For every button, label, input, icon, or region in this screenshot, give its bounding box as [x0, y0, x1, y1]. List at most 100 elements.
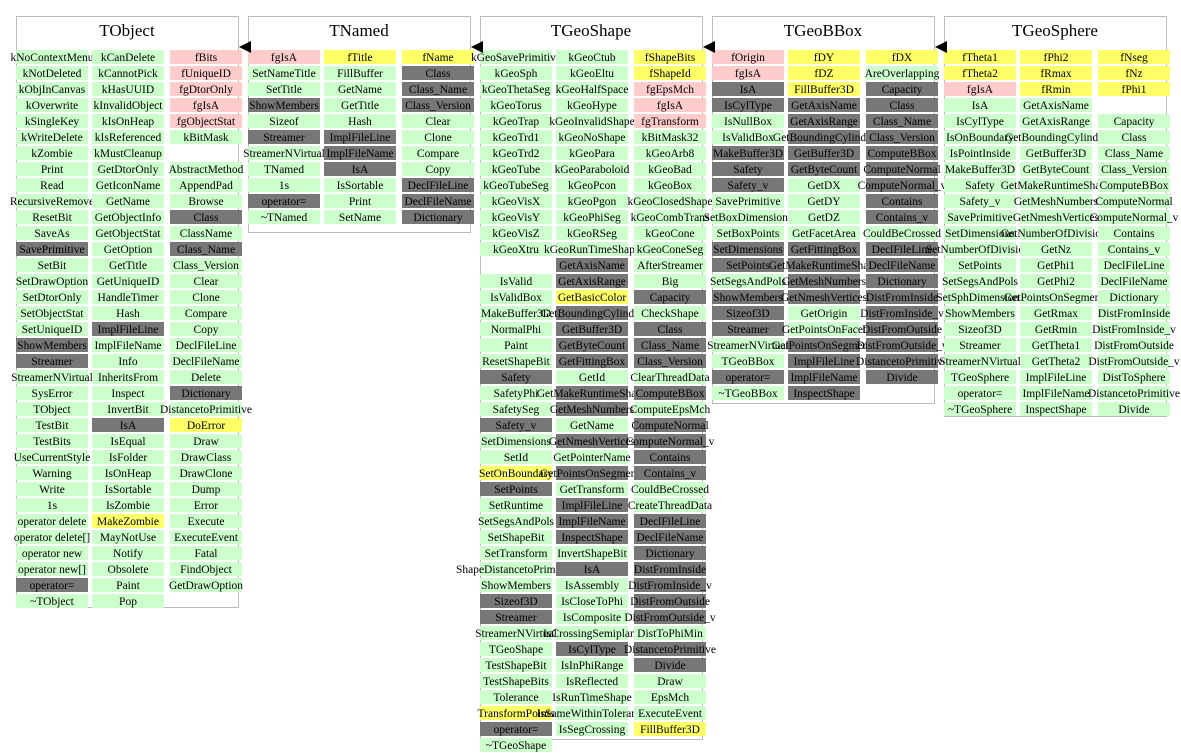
member-cell[interactable]: SetNameTitle: [248, 66, 320, 80]
member-cell[interactable]: InspectShape: [556, 530, 628, 544]
member-cell[interactable]: Contains: [634, 450, 706, 464]
member-cell[interactable]: IsNullBox: [712, 114, 784, 128]
member-cell[interactable]: ImplFileLine: [1020, 370, 1092, 384]
member-cell[interactable]: GetFittingBox: [788, 242, 860, 256]
member-cell[interactable]: GetPointsOnSegments: [540, 466, 645, 480]
member-cell[interactable]: DistancetoPrimitive: [624, 642, 716, 656]
member-cell[interactable]: DistFromOutside: [862, 322, 942, 336]
member-cell[interactable]: kBitMask: [170, 130, 242, 144]
member-cell[interactable]: Class_Version: [402, 98, 474, 112]
member-cell[interactable]: Compare: [402, 146, 474, 160]
member-cell[interactable]: ComputeNormal_v: [626, 434, 715, 448]
member-cell[interactable]: IsSegCrossing: [556, 722, 628, 736]
member-cell[interactable]: kGeoHalfSpace: [556, 82, 629, 96]
member-cell[interactable]: ClearThreadData: [630, 370, 710, 384]
member-cell[interactable]: DistFromInside: [866, 290, 938, 304]
member-cell[interactable]: GetNmeshVertices: [549, 434, 636, 448]
member-cell[interactable]: Clear: [170, 274, 242, 288]
member-cell[interactable]: fgObjectStat: [170, 114, 242, 128]
member-cell[interactable]: operator=: [16, 578, 88, 592]
member-cell[interactable]: TGeoSphere: [944, 370, 1016, 384]
member-cell[interactable]: Safety: [944, 178, 1016, 192]
member-cell[interactable]: SetBoxPoints: [712, 226, 784, 240]
member-cell[interactable]: DistToSphere: [1098, 370, 1170, 384]
member-cell[interactable]: Class_Version: [866, 130, 938, 144]
member-cell[interactable]: Safety_v: [480, 418, 552, 432]
member-cell[interactable]: Capacity: [634, 290, 706, 304]
member-cell[interactable]: kGeoCone: [634, 226, 706, 240]
member-cell[interactable]: StreamerNVirtual: [707, 338, 789, 352]
member-cell[interactable]: Sizeof3D: [944, 322, 1016, 336]
member-cell[interactable]: DistToPhiMin: [634, 626, 706, 640]
member-cell[interactable]: GetNmeshVertices: [1013, 210, 1100, 224]
member-cell[interactable]: GetIconName: [92, 178, 164, 192]
member-cell[interactable]: ResetShapeBit: [480, 354, 552, 368]
member-cell[interactable]: IsReflected: [556, 674, 628, 688]
member-cell[interactable]: GetBoundingCylinder: [773, 130, 875, 144]
member-cell[interactable]: ShowMembers: [248, 98, 320, 112]
member-cell[interactable]: kGeoVisX: [480, 194, 552, 208]
member-cell[interactable]: ComputeNormal: [863, 162, 941, 176]
member-cell[interactable]: Class: [1098, 130, 1170, 144]
member-cell[interactable]: SetPoints: [712, 258, 784, 272]
member-cell[interactable]: kCannotPick: [92, 66, 164, 80]
member-cell[interactable]: kGeoXtru: [480, 242, 552, 256]
member-cell[interactable]: NormalPhi: [480, 322, 552, 336]
member-cell[interactable]: GetBoundingCylinder: [1005, 130, 1107, 144]
member-cell[interactable]: IsZombie: [92, 498, 164, 512]
member-cell[interactable]: kGeoPgon: [556, 194, 628, 208]
member-cell[interactable]: kGeoHype: [556, 98, 628, 112]
member-cell[interactable]: Draw: [634, 674, 706, 688]
member-cell[interactable]: IsA: [556, 562, 628, 576]
member-cell[interactable]: IsOnBoundary: [944, 130, 1016, 144]
member-cell[interactable]: ComputeNormal: [1095, 194, 1173, 208]
member-cell[interactable]: SetBoxDimensions: [704, 210, 793, 224]
member-cell[interactable]: GetDX: [788, 178, 860, 192]
member-cell[interactable]: Warning: [16, 466, 88, 480]
member-cell[interactable]: operator new[]: [16, 562, 88, 576]
member-cell[interactable]: Dictionary: [402, 210, 474, 224]
member-cell[interactable]: ComputeNormal: [631, 418, 709, 432]
member-cell[interactable]: GetTitle: [324, 98, 396, 112]
member-cell[interactable]: kGeoCombTrans: [631, 210, 710, 224]
member-cell[interactable]: SetTransform: [480, 546, 552, 560]
member-cell[interactable]: GetName: [556, 418, 628, 432]
member-cell[interactable]: fUniqueID: [170, 66, 242, 80]
member-cell[interactable]: SetUniqueID: [16, 322, 88, 336]
member-cell[interactable]: Class_Version: [170, 258, 242, 272]
member-cell[interactable]: kZombie: [16, 146, 88, 160]
member-cell[interactable]: kWriteDelete: [16, 130, 88, 144]
member-cell[interactable]: IsCylType: [556, 642, 628, 656]
member-cell[interactable]: kOverwrite: [16, 98, 88, 112]
member-cell[interactable]: operator=: [248, 194, 320, 208]
member-cell[interactable]: GetAxisRange: [556, 274, 628, 288]
member-cell[interactable]: Class: [402, 66, 474, 80]
member-cell[interactable]: StreamerNVirtual: [243, 146, 325, 160]
member-cell[interactable]: kGeoSavePrimitive: [471, 50, 561, 64]
member-cell[interactable]: kGeoTubeSeg: [480, 178, 552, 192]
member-cell[interactable]: kGeoTorus: [480, 98, 552, 112]
member-cell[interactable]: SafetySeg: [480, 402, 552, 416]
member-cell[interactable]: fNz: [1098, 66, 1170, 80]
member-cell[interactable]: AppendPad: [170, 178, 242, 192]
member-cell[interactable]: CheckShape: [634, 306, 706, 320]
member-cell[interactable]: kGeoNoShape: [556, 130, 628, 144]
member-cell[interactable]: SavePrimitive: [16, 242, 88, 256]
member-cell[interactable]: Class_Version: [1098, 162, 1170, 176]
member-cell[interactable]: Notify: [92, 546, 164, 560]
member-cell[interactable]: DistancetoPrimitive: [856, 354, 948, 368]
member-cell[interactable]: kGeoClosedShape: [628, 194, 713, 208]
member-cell[interactable]: GetMakeRuntimeShape: [537, 386, 648, 400]
member-cell[interactable]: GetObjectInfo: [92, 210, 164, 224]
member-cell[interactable]: DeclFileLine: [634, 514, 706, 528]
member-cell[interactable]: Class_Version: [634, 354, 706, 368]
member-cell[interactable]: GetTitle: [92, 258, 164, 272]
member-cell[interactable]: InheritsFrom: [92, 370, 164, 384]
member-cell[interactable]: fgTransform: [634, 114, 706, 128]
member-cell[interactable]: DeclFileName: [402, 194, 474, 208]
member-cell[interactable]: GetMeshNumbers: [782, 274, 867, 288]
member-cell[interactable]: kSingleKey: [16, 114, 88, 128]
member-cell[interactable]: Class_Name: [634, 338, 706, 352]
member-cell[interactable]: 1s: [16, 498, 88, 512]
member-cell[interactable]: IsSortable: [324, 178, 396, 192]
